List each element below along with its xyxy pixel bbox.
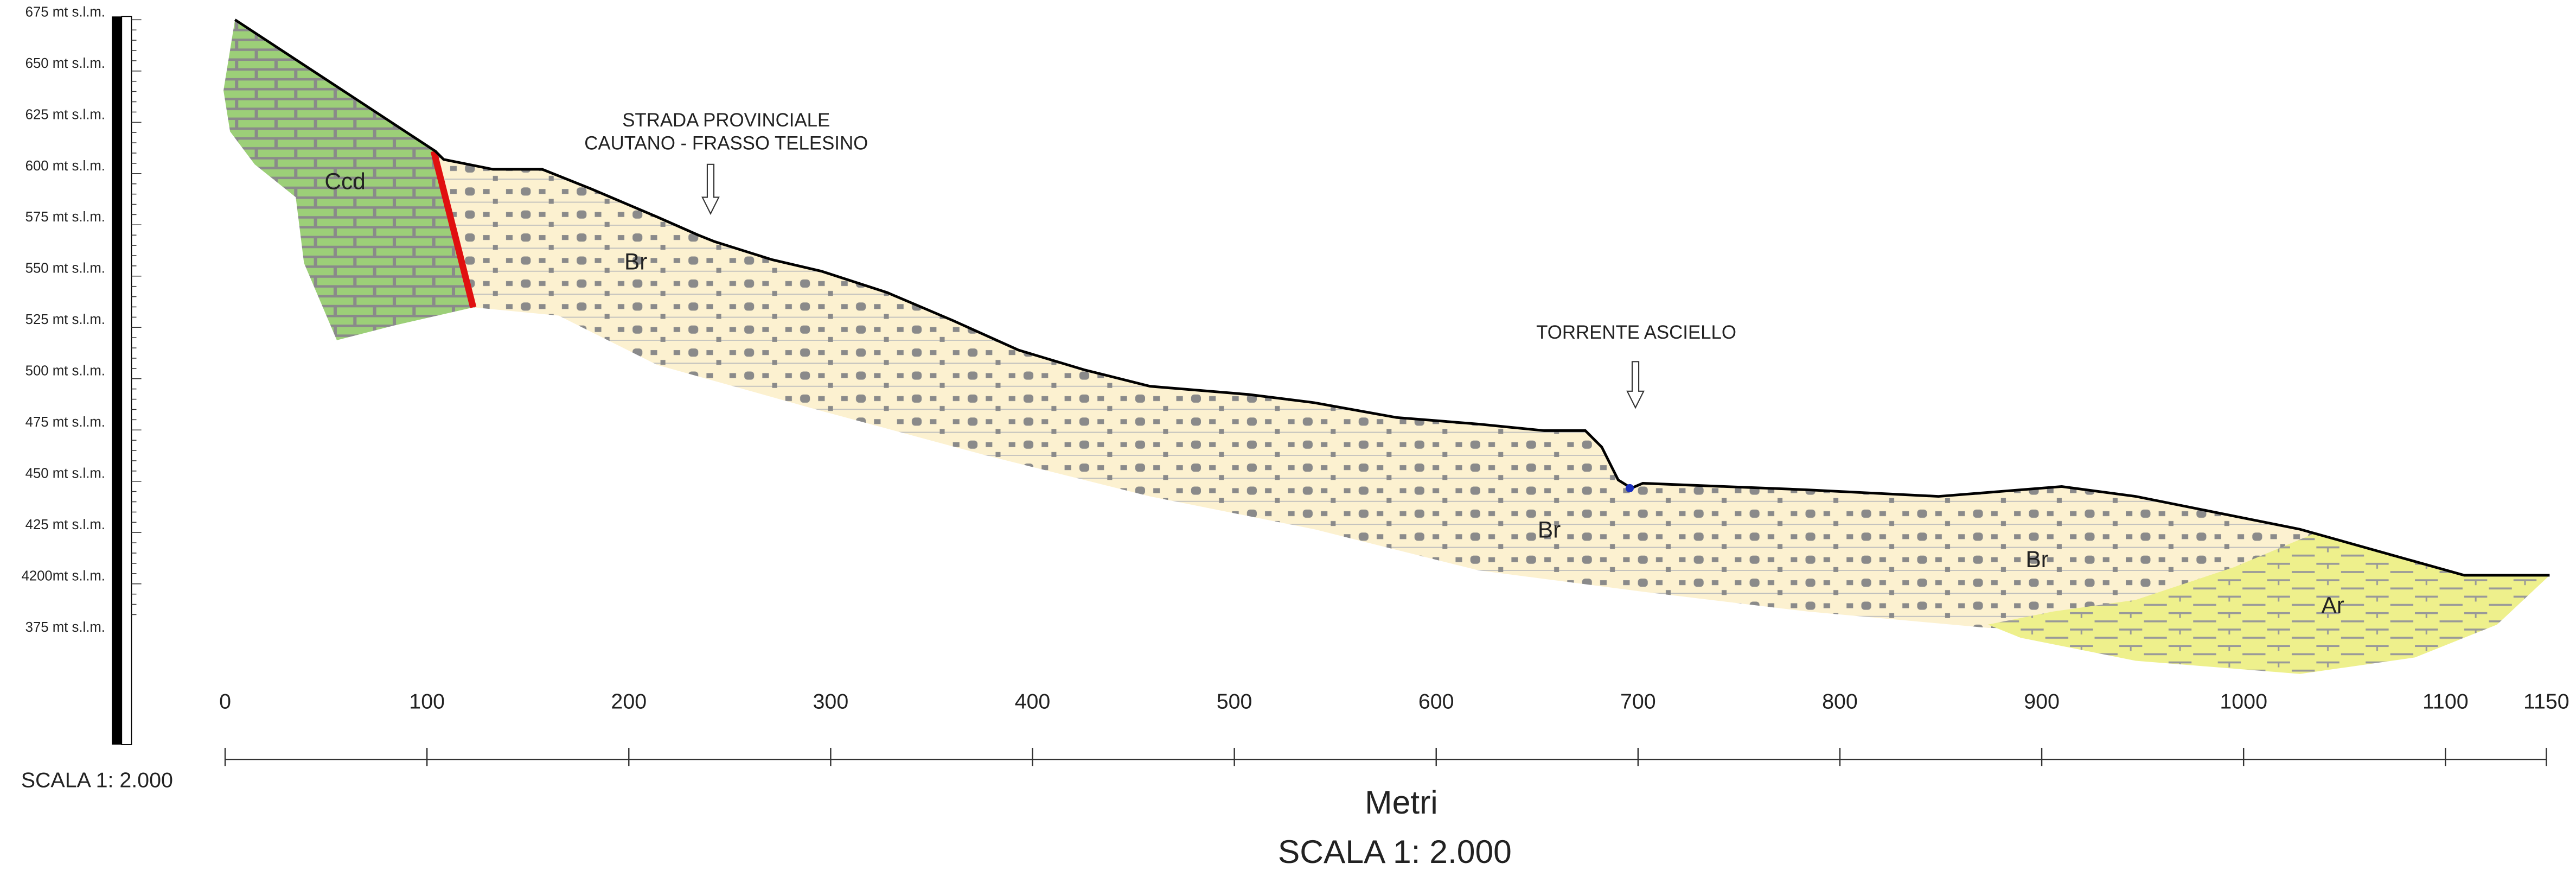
elevation-label: 550 mt s.l.m. — [25, 261, 105, 276]
scale-ticks — [131, 19, 142, 615]
annotation: TORRENTE ASCIELLO — [1536, 322, 1736, 343]
annotation: CAUTANO - FRASSO TELESINO — [584, 133, 868, 154]
elevation-label: 500 mt s.l.m. — [25, 364, 105, 379]
unit-label: Br — [624, 249, 647, 275]
unit-label: Br — [1538, 517, 1561, 542]
elevation-label: 475 mt s.l.m. — [25, 415, 105, 430]
tick-label: 800 — [1822, 689, 1858, 713]
fault — [430, 150, 477, 308]
unit-label: Ar — [2321, 593, 2344, 618]
axis-title: Metri — [1365, 784, 1438, 821]
elevation-label: 425 mt s.l.m. — [25, 517, 105, 532]
annotation: STRADA PROVINCIALE — [622, 110, 830, 131]
scale-text: SCALA 1: 2.000 — [1278, 833, 1512, 870]
elevation-label: 450 mt s.l.m. — [25, 466, 105, 481]
tick-label: 900 — [2024, 689, 2060, 713]
scale-bar — [121, 16, 132, 745]
tick-label: 400 — [1015, 689, 1051, 713]
unit-label: Br — [2025, 547, 2048, 572]
tick-label: 0 — [219, 689, 231, 713]
elevation-label: 650 mt s.l.m. — [25, 56, 105, 71]
elevation-label: 4200mt s.l.m. — [21, 569, 105, 584]
unit-ccd — [223, 20, 474, 340]
scale-bar — [112, 16, 122, 745]
tick-label: 1000 — [2220, 689, 2267, 713]
terrain-profile — [234, 18, 2550, 577]
tick-label: 1150 — [2523, 689, 2569, 713]
tick-label: 1100 — [2422, 689, 2469, 713]
unit-ar — [1987, 532, 2550, 674]
elevation-label: 600 mt s.l.m. — [25, 158, 105, 174]
tick-label: 700 — [1620, 689, 1656, 713]
unit-label: Ccd — [324, 168, 365, 194]
tick-label: 200 — [611, 689, 647, 713]
elevation-label: 525 mt s.l.m. — [25, 312, 105, 327]
arrow — [701, 163, 720, 215]
stream — [1625, 484, 1634, 493]
tick-label: 300 — [813, 689, 849, 713]
unit-br — [435, 151, 2464, 633]
tick-label: 600 — [1418, 689, 1454, 713]
tick-label: 100 — [409, 689, 445, 713]
elevation-label: 675 mt s.l.m. — [25, 4, 105, 20]
elevation-label: 625 mt s.l.m. — [25, 107, 105, 122]
scale-text: SCALA 1: 2.000 — [21, 769, 173, 792]
elevation-label: 375 mt s.l.m. — [25, 620, 105, 635]
arrow — [1626, 361, 1645, 409]
tick-label: 500 — [1217, 689, 1252, 713]
elevation-label: 575 mt s.l.m. — [25, 209, 105, 225]
